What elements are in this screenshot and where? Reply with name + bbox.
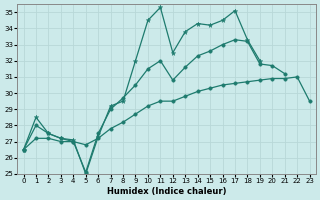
X-axis label: Humidex (Indice chaleur): Humidex (Indice chaleur) [107,187,226,196]
